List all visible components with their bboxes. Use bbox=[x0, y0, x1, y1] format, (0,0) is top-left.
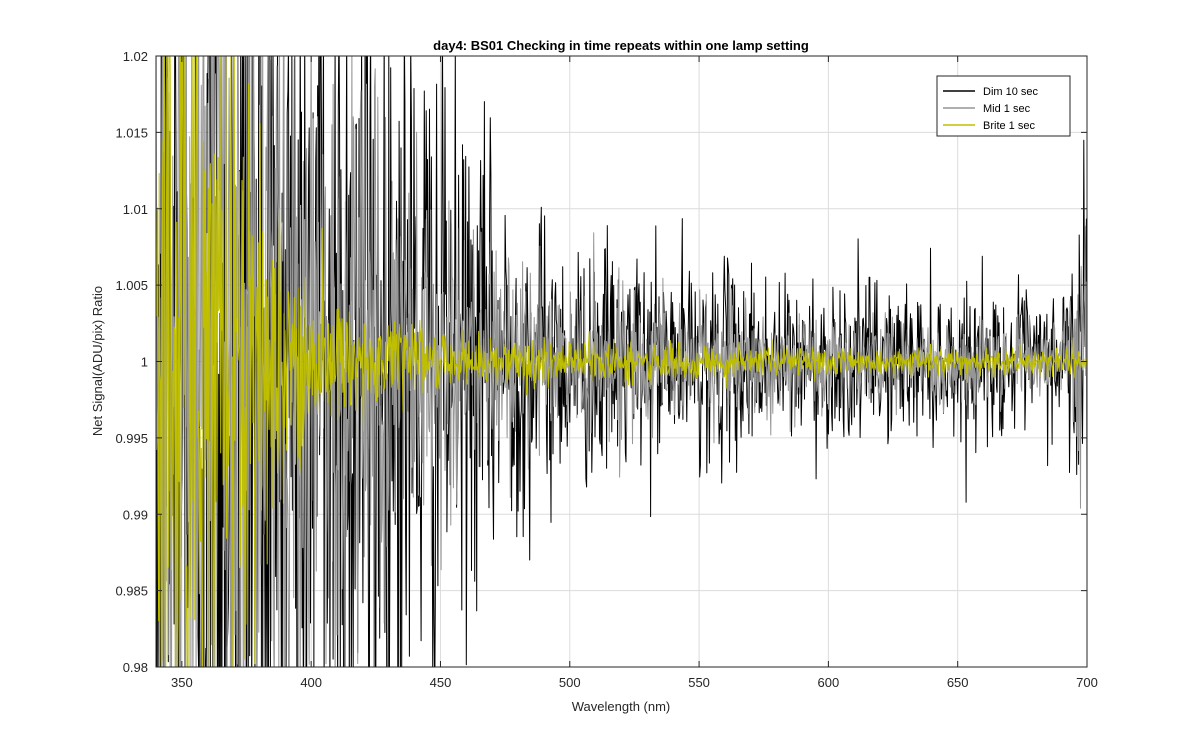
x-axis-label: Wavelength (nm) bbox=[572, 699, 671, 714]
x-tick-label: 600 bbox=[818, 675, 840, 690]
x-tick-label: 650 bbox=[947, 675, 969, 690]
y-tick-label: 0.98 bbox=[123, 660, 148, 675]
y-tick-label: 0.985 bbox=[115, 584, 148, 599]
y-tick-label: 1.015 bbox=[115, 125, 148, 140]
y-axis-label: Net Signal(ADU/pix) Ratio bbox=[90, 286, 105, 436]
x-tick-label: 500 bbox=[559, 675, 581, 690]
y-tick-label: 1.02 bbox=[123, 49, 148, 64]
legend-box bbox=[936, 75, 1071, 137]
x-tick-label: 550 bbox=[688, 675, 710, 690]
legend-label: Dim 10 sec bbox=[983, 86, 1039, 98]
x-tick-label: 450 bbox=[430, 675, 452, 690]
y-tick-label: 1.01 bbox=[123, 202, 148, 217]
series-line-brite-1-sec bbox=[156, 56, 1087, 667]
chart-title: day4: BS01 Checking in time repeats with… bbox=[433, 38, 809, 53]
y-tick-label: 1 bbox=[141, 355, 148, 370]
axis-ticks: 350 400 450 500 550 600 650 700 0.98 0.985 0.99 0.9… bbox=[115, 49, 1097, 690]
y-tick-label: 0.99 bbox=[123, 507, 148, 522]
series-group bbox=[156, 56, 1087, 667]
legend: Dim 10 sec Mid 1 sec Brite 1 sec bbox=[936, 75, 1071, 137]
legend-label: Mid 1 sec bbox=[983, 103, 1031, 115]
x-tick-label: 400 bbox=[300, 675, 322, 690]
legend-label: Brite 1 sec bbox=[983, 120, 1035, 132]
y-tick-label: 0.995 bbox=[115, 431, 148, 446]
x-tick-label: 700 bbox=[1076, 675, 1098, 690]
x-tick-label: 350 bbox=[171, 675, 193, 690]
y-tick-label: 1.005 bbox=[115, 278, 148, 293]
